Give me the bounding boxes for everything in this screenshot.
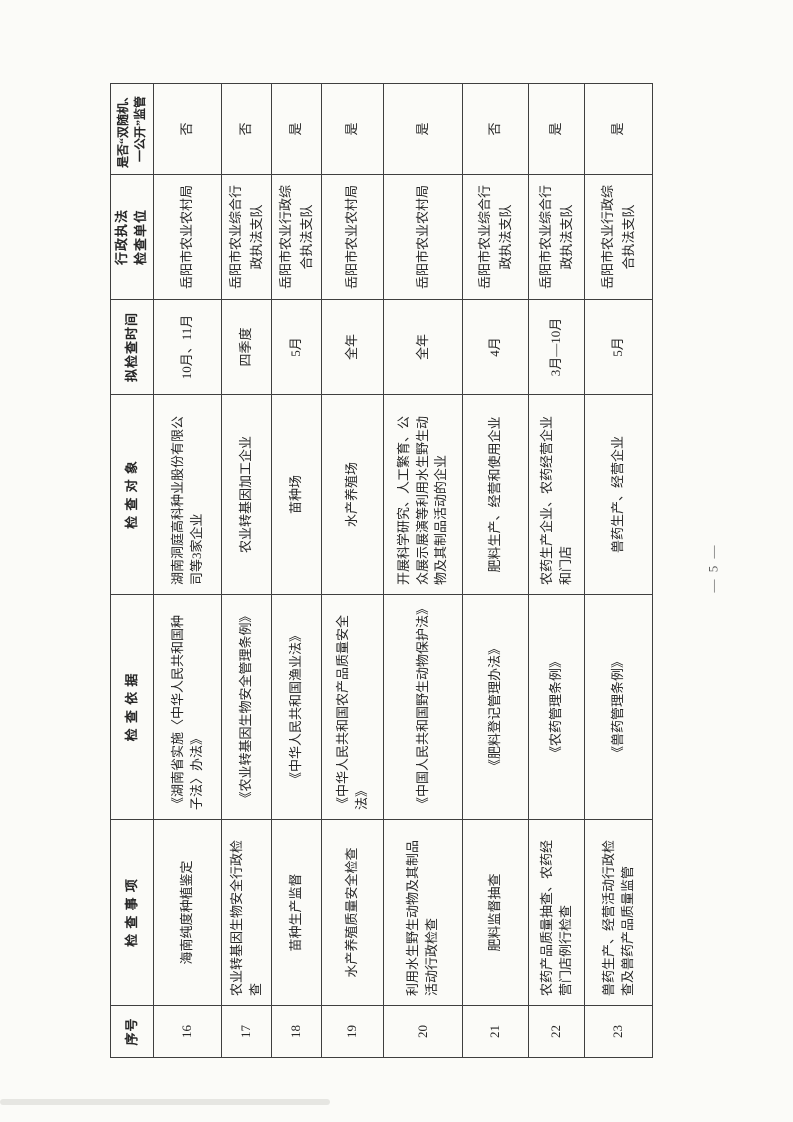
cell-inspection-basis: 《湖南省实施〈中华人民共和国种子法〉办法》 bbox=[153, 594, 222, 820]
header-dual-random-disclosure: 是否“双随机、 一公开”监管 bbox=[110, 83, 154, 175]
cell-seq-no: 20 bbox=[383, 1005, 463, 1058]
cell-inspection-target: 水产养殖场 bbox=[321, 394, 384, 595]
cell-seq-no: 19 bbox=[321, 1005, 384, 1058]
cell-inspection-basis: 《兽药管理条例》 bbox=[584, 594, 653, 820]
cell-inspection-target: 兽药生产、经营企业 bbox=[584, 394, 653, 595]
cell-inspection-basis: 《中华人民共和国渔业法》 bbox=[271, 594, 322, 820]
table-row-21: 21 肥料监督抽查 《肥料登记管理办法》 肥料生产、经营和使用企业 4月 岳阳市… bbox=[462, 83, 529, 1058]
cell-planned-time: 3月—10月 bbox=[528, 299, 585, 395]
cell-inspection-target: 农药生产企业、农药经营企业和门店 bbox=[528, 394, 585, 595]
table-row-18: 18 苗种生产监督 《中华人民共和国渔业法》 苗种场 5月 岳阳市农业行政综合执… bbox=[271, 83, 322, 1058]
header-inspection-target: 检 查 对 象 bbox=[110, 394, 154, 595]
cell-seq-no: 18 bbox=[271, 1005, 322, 1058]
cell-planned-time: 全年 bbox=[383, 299, 463, 395]
cell-seq-no: 22 bbox=[528, 1005, 585, 1058]
cell-seq-no: 16 bbox=[153, 1005, 222, 1058]
cell-dual-random-flag: 是 bbox=[383, 83, 463, 175]
cell-planned-time: 10月、11月 bbox=[153, 299, 222, 395]
cell-dual-random-flag: 是 bbox=[321, 83, 384, 175]
table-row-22: 22 农药产品质量抽查、农药经营门店例行检查 《农药管理条例》 农药生产企业、农… bbox=[528, 83, 585, 1058]
cell-inspection-item: 农业转基因生物安全行政检查 bbox=[221, 819, 272, 1006]
cell-inspection-item: 苗种生产监督 bbox=[271, 819, 322, 1006]
cell-inspection-item: 利用水生野生动物及其制品活动行政检查 bbox=[383, 819, 463, 1006]
cell-planned-time: 全年 bbox=[321, 299, 384, 395]
cell-seq-no: 23 bbox=[584, 1005, 653, 1058]
cell-inspection-basis: 《农药管理条例》 bbox=[528, 594, 585, 820]
cell-dual-random-flag: 否 bbox=[221, 83, 272, 175]
cell-enforcement-agency: 岳阳市农业综合行政执法支队 bbox=[528, 174, 585, 300]
cell-inspection-basis: 《农业转基因生物安全管理条例》 bbox=[221, 594, 272, 820]
cell-inspection-target: 苗种场 bbox=[271, 394, 322, 595]
header-seq-no: 序号 bbox=[110, 1005, 154, 1058]
rotated-table-container: 序号 检 查 事 项 检 查 依 据 检 查 对 象 拟检查时间 行政执法 检查… bbox=[110, 83, 653, 1058]
cell-inspection-target: 湖南洞庭高科种业股份有限公司等3家企业 bbox=[153, 394, 222, 595]
cell-seq-no: 17 bbox=[221, 1005, 272, 1058]
scan-artifact bbox=[0, 1099, 330, 1105]
cell-enforcement-agency: 岳阳市农业综合行政执法支队 bbox=[221, 174, 272, 300]
header-enforcement-agency: 行政执法 检查单位 bbox=[110, 174, 154, 300]
table-row-23: 23 兽药生产、经营活动行政检查及兽药产品质量监管 《兽药管理条例》 兽药生产、… bbox=[584, 83, 653, 1058]
cell-inspection-item: 肥料监督抽查 bbox=[462, 819, 529, 1006]
cell-dual-random-flag: 是 bbox=[584, 83, 653, 175]
cell-planned-time: 5月 bbox=[584, 299, 653, 395]
table-row-17: 17 农业转基因生物安全行政检查 《农业转基因生物安全管理条例》 农业转基因加工… bbox=[221, 83, 272, 1058]
cell-planned-time: 5月 bbox=[271, 299, 322, 395]
cell-inspection-basis: 《中国人民共和国野生动物保护法》 bbox=[383, 594, 463, 820]
cell-dual-random-flag: 是 bbox=[271, 83, 322, 175]
cell-dual-random-flag: 是 bbox=[528, 83, 585, 175]
cell-inspection-basis: 《中华人民共和国农产品质量安全法》 bbox=[321, 594, 384, 820]
cell-enforcement-agency: 岳阳市农业行政综合执法支队 bbox=[584, 174, 653, 300]
header-planned-time: 拟检查时间 bbox=[110, 299, 154, 395]
cell-inspection-item: 海南纯度种植鉴定 bbox=[153, 819, 222, 1006]
table-row-16: 16 海南纯度种植鉴定 《湖南省实施〈中华人民共和国种子法〉办法》 湖南洞庭高科… bbox=[153, 83, 222, 1058]
cell-enforcement-agency: 岳阳市农业农村局 bbox=[321, 174, 384, 300]
table-row-20: 20 利用水生野生动物及其制品活动行政检查 《中国人民共和国野生动物保护法》 开… bbox=[383, 83, 463, 1058]
cell-enforcement-agency: 岳阳市农业综合行政执法支队 bbox=[462, 174, 529, 300]
cell-enforcement-agency: 岳阳市农业行政综合执法支队 bbox=[271, 174, 322, 300]
header-inspection-item: 检 查 事 项 bbox=[110, 819, 154, 1006]
cell-planned-time: 4月 bbox=[462, 299, 529, 395]
cell-enforcement-agency: 岳阳市农业农村局 bbox=[153, 174, 222, 300]
cell-inspection-item: 农药产品质量抽查、农药经营门店例行检查 bbox=[528, 819, 585, 1006]
cell-dual-random-flag: 否 bbox=[153, 83, 222, 175]
cell-inspection-basis: 《肥料登记管理办法》 bbox=[462, 594, 529, 820]
table-header-row: 序号 检 查 事 项 检 查 依 据 检 查 对 象 拟检查时间 行政执法 检查… bbox=[110, 83, 154, 1058]
cell-enforcement-agency: 岳阳市农业农村局 bbox=[383, 174, 463, 300]
cell-inspection-target: 开展科学研究、人工繁育、公众展示展演等利用水生野生动物及其制品活动的企业 bbox=[383, 394, 463, 595]
cell-seq-no: 21 bbox=[462, 1005, 529, 1058]
cell-inspection-item: 水产养殖质量安全检查 bbox=[321, 819, 384, 1006]
table-row-19: 19 水产养殖质量安全检查 《中华人民共和国农产品质量安全法》 水产养殖场 全年… bbox=[321, 83, 384, 1058]
cell-planned-time: 四季度 bbox=[221, 299, 272, 395]
cell-dual-random-flag: 否 bbox=[462, 83, 529, 175]
cell-inspection-target: 肥料生产、经营和使用企业 bbox=[462, 394, 529, 595]
page-number: — 5 — bbox=[705, 543, 720, 593]
header-inspection-basis: 检 查 依 据 bbox=[110, 594, 154, 820]
cell-inspection-item: 兽药生产、经营活动行政检查及兽药产品质量监管 bbox=[584, 819, 653, 1006]
cell-inspection-target: 农业转基因加工企业 bbox=[221, 394, 272, 595]
inspection-plan-table: 序号 检 查 事 项 检 查 依 据 检 查 对 象 拟检查时间 行政执法 检查… bbox=[110, 83, 653, 1058]
